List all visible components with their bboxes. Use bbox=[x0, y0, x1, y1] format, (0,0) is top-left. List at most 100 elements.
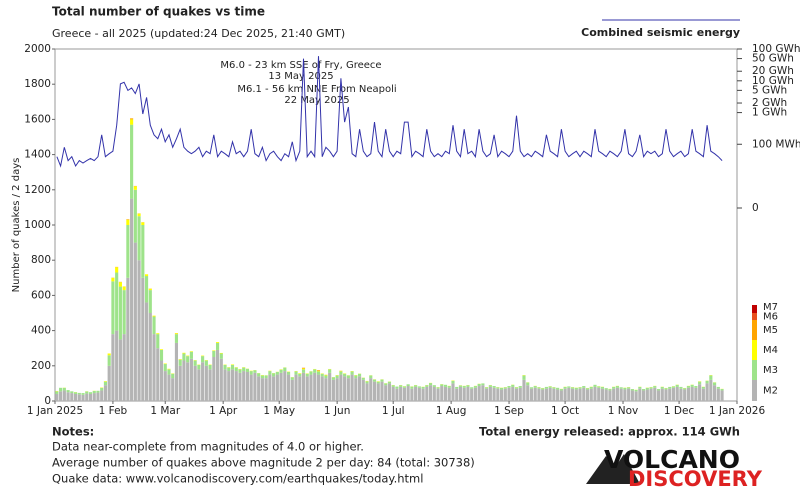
bar-segment bbox=[227, 368, 230, 372]
bar-segment bbox=[459, 386, 462, 387]
bar-segment bbox=[668, 389, 671, 401]
bar-segment bbox=[130, 118, 133, 119]
bar-segment bbox=[661, 389, 664, 401]
bar-segment bbox=[250, 371, 253, 375]
bar-segment bbox=[436, 389, 439, 401]
bar-segment bbox=[635, 390, 638, 391]
bar-segment bbox=[668, 387, 671, 389]
bar-segment bbox=[388, 383, 391, 401]
bar-segment bbox=[623, 388, 626, 390]
bar-segment bbox=[201, 362, 204, 401]
bar-segment bbox=[246, 369, 249, 372]
bar-segment bbox=[369, 378, 372, 401]
bar-segment bbox=[564, 389, 567, 401]
bar-segment bbox=[567, 386, 570, 387]
bar-segment bbox=[119, 287, 122, 340]
bar-segment bbox=[216, 343, 219, 350]
bar-segment bbox=[649, 389, 652, 401]
bar-segment bbox=[365, 381, 368, 383]
bar-segment bbox=[81, 393, 84, 395]
bar-segment bbox=[85, 391, 88, 393]
bar-segment bbox=[205, 366, 208, 401]
bar-segment bbox=[317, 370, 320, 371]
bar-segment bbox=[347, 375, 350, 378]
bar-segment bbox=[280, 370, 283, 373]
bar-segment bbox=[687, 388, 690, 401]
bar-segment bbox=[556, 388, 559, 390]
bar-segment bbox=[276, 372, 279, 375]
bar-segment bbox=[186, 356, 189, 362]
bar-segment bbox=[194, 361, 197, 366]
bar-segment bbox=[620, 387, 623, 388]
legend-label: M6 bbox=[763, 312, 778, 323]
bar-segment bbox=[149, 313, 152, 401]
x-tick-label: 1 Feb bbox=[99, 405, 128, 417]
bar-segment bbox=[590, 387, 593, 389]
bar-segment bbox=[238, 369, 241, 373]
bar-segment bbox=[309, 375, 312, 401]
bar-segment bbox=[534, 388, 537, 401]
bar-segment bbox=[605, 390, 608, 401]
bar-segment bbox=[336, 375, 339, 378]
bar-segment bbox=[89, 392, 92, 394]
bar-segment bbox=[197, 365, 200, 369]
bar-segment bbox=[115, 267, 118, 272]
bar-segment bbox=[578, 387, 581, 388]
bar-segment bbox=[287, 372, 290, 375]
bar-segment bbox=[676, 385, 679, 387]
bar-segment bbox=[287, 375, 290, 401]
bar-segment bbox=[242, 371, 245, 401]
x-tick-label: 1 Dec bbox=[664, 405, 695, 417]
bar-segment bbox=[422, 387, 425, 389]
bar-segment bbox=[496, 387, 499, 388]
note: Data near-complete from magnitudes of 4.… bbox=[52, 440, 364, 454]
bar-segment bbox=[182, 361, 185, 401]
note: Quake data: www.volcanodiscovery.com/ear… bbox=[52, 472, 423, 486]
bar-segment bbox=[672, 386, 675, 387]
bar-segment bbox=[138, 260, 141, 401]
bar-segment bbox=[78, 393, 81, 394]
bar-segment bbox=[489, 387, 492, 401]
bar-segment bbox=[616, 386, 619, 388]
bar-segment bbox=[377, 382, 380, 384]
bar-segment bbox=[246, 372, 249, 401]
bar-segment bbox=[227, 371, 230, 401]
bar-segment bbox=[261, 375, 264, 378]
bar-segment bbox=[560, 390, 563, 401]
bar-segment bbox=[134, 190, 137, 243]
bar-segment bbox=[709, 380, 712, 401]
y-tick-label: 1600 bbox=[24, 113, 51, 125]
bar-segment bbox=[612, 387, 615, 389]
bar-segment bbox=[78, 394, 81, 401]
bar-segment bbox=[156, 348, 159, 401]
bar-segment bbox=[74, 392, 77, 394]
bar-segment bbox=[108, 353, 111, 355]
bar-segment bbox=[291, 380, 294, 401]
bar-segment bbox=[145, 276, 148, 302]
bar-segment bbox=[403, 386, 406, 387]
bar-segment bbox=[152, 317, 155, 335]
bar-segment bbox=[481, 385, 484, 401]
bar-segment bbox=[283, 368, 286, 372]
bar-segment bbox=[321, 374, 324, 377]
bar-segment bbox=[298, 374, 301, 377]
bar-segment bbox=[698, 382, 701, 385]
bar-segment bbox=[612, 389, 615, 401]
x-tick-label: 1 Mar bbox=[150, 405, 181, 417]
bar-segment bbox=[100, 390, 103, 401]
bar-segment bbox=[164, 364, 167, 371]
bar-segment bbox=[451, 381, 454, 384]
bar-segment bbox=[586, 390, 589, 401]
bar-segment bbox=[336, 378, 339, 401]
bar-segment bbox=[186, 362, 189, 401]
bar-segment bbox=[522, 380, 525, 401]
bar-segment bbox=[138, 214, 141, 217]
legend-label: M3 bbox=[763, 365, 778, 376]
bar-segment bbox=[212, 350, 215, 351]
bar-segment bbox=[298, 373, 301, 374]
bar-segment bbox=[601, 387, 604, 389]
bar-segment bbox=[571, 389, 574, 401]
bar-segment bbox=[720, 389, 723, 390]
note: Average number of quakes above magnitude… bbox=[52, 456, 475, 470]
bar-segment bbox=[362, 378, 365, 380]
